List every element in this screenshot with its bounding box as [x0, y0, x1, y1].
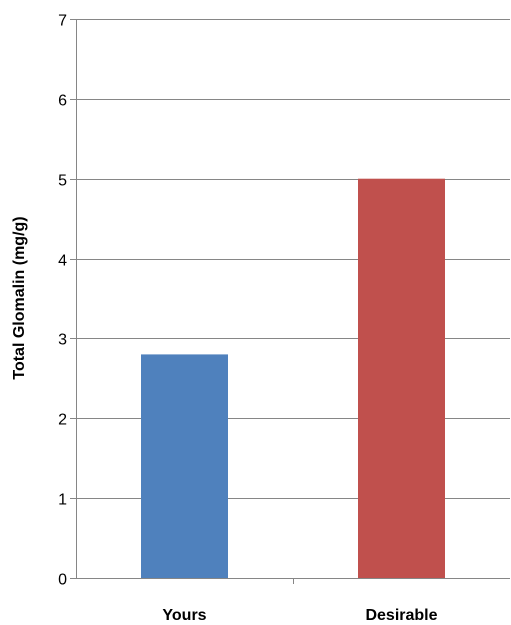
x-tick-label: Desirable	[365, 607, 437, 624]
x-tick-labels: Yours Desirable	[162, 607, 437, 624]
axes	[70, 19, 510, 584]
y-tick-label: 4	[58, 253, 67, 270]
y-axis-title: Total Glomalin (mg/g)	[11, 216, 28, 379]
bar-yours	[141, 354, 228, 578]
x-tick-label: Yours	[162, 607, 206, 624]
y-tick-label: 0	[58, 572, 67, 589]
y-tick-label: 1	[58, 492, 67, 509]
bar-desirable	[358, 178, 445, 578]
y-tick-labels: 0 1 2 3 4 5 6 7	[58, 13, 67, 589]
y-tick-label: 6	[58, 93, 67, 110]
y-tick-label: 3	[58, 332, 67, 349]
bars	[141, 178, 445, 578]
y-tick-label: 5	[58, 173, 67, 190]
y-tick-label: 7	[58, 13, 67, 30]
y-tick-label: 2	[58, 412, 67, 429]
